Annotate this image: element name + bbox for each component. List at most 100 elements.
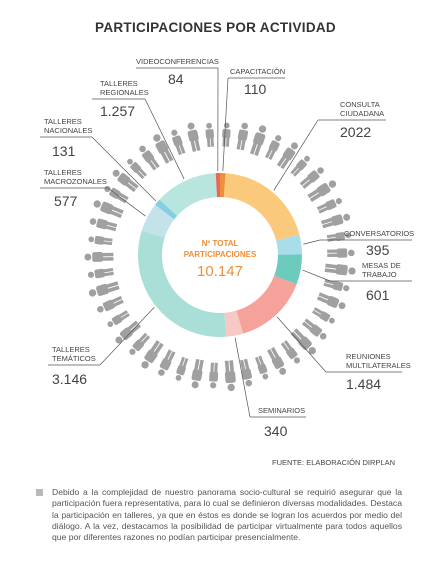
- label-text-regionales: TALLERES: [100, 79, 138, 88]
- donut-slices: [138, 173, 302, 337]
- value-mesas: 601: [366, 287, 390, 303]
- person-icon: [89, 218, 118, 232]
- label-text-reuniones: REUNIONES: [346, 352, 391, 361]
- person-icon: [276, 142, 298, 170]
- value-reuniones: 1.484: [346, 376, 381, 392]
- label-text-seminarios: SEMINARIOS: [258, 406, 305, 415]
- leader-lines: [40, 67, 412, 418]
- value-regionales: 1.257: [100, 103, 135, 119]
- donut-center: Nº TOTAL PARTICIPACIONES 10.147: [184, 239, 257, 280]
- slice-mesas: [274, 254, 302, 285]
- label-text-reuniones: MULTILATERALES: [346, 361, 411, 370]
- leader-reuniones: [276, 316, 327, 373]
- label-text-nacionales: NACIONALES: [44, 126, 92, 135]
- person-icon: [249, 125, 267, 156]
- person-icon: [158, 349, 176, 376]
- person-icon: [139, 145, 160, 171]
- label-text-videoconferencias: VIDEOCONFERENCIAS: [136, 57, 219, 66]
- person-icon: [321, 213, 351, 229]
- person-icon: [153, 134, 174, 164]
- leader-conversatorios: [303, 239, 321, 245]
- slice-regionales: [159, 173, 217, 216]
- person-icon: [88, 281, 120, 297]
- person-icon: [88, 236, 113, 246]
- person-icon: [299, 167, 324, 189]
- leader-tematicos: [99, 307, 155, 366]
- label-text-nacionales: TALLERES: [44, 117, 82, 126]
- person-icon: [265, 135, 282, 160]
- label-capacitacion: CAPACITACIÓN 110: [230, 67, 285, 97]
- slice-capacitacion: [220, 173, 226, 198]
- value-videoconferencias: 84: [168, 71, 184, 87]
- person-icon: [307, 180, 337, 203]
- value-conversatorios: 395: [366, 242, 390, 258]
- person-icon: [115, 320, 141, 344]
- label-text-consulta: CONSULTA: [340, 100, 380, 109]
- label-text-tematicos: TEMÁTICOS: [52, 354, 96, 363]
- value-nacionales: 131: [52, 143, 76, 159]
- label-text-tematicos: TALLERES: [52, 345, 90, 354]
- center-label-line2: PARTICIPACIONES: [184, 250, 257, 259]
- value-seminarios: 340: [264, 423, 288, 439]
- label-text-macrozonales: MACROZONALES: [44, 177, 107, 186]
- person-icon: [187, 122, 201, 152]
- label-text-macrozonales: TALLERES: [44, 168, 82, 177]
- leader-macrozonales: [107, 187, 146, 217]
- person-icon: [254, 355, 269, 380]
- center-label-line1: Nº TOTAL: [202, 239, 239, 248]
- person-icon: [327, 248, 355, 258]
- person-icon: [171, 129, 186, 156]
- label-text-conversatorios: CONVERSATORIOS: [344, 229, 414, 238]
- person-icon: [205, 122, 215, 148]
- leader-nacionales: [91, 136, 156, 202]
- label-text-mesas: TRABAJO: [362, 270, 397, 279]
- person-icon: [141, 340, 164, 369]
- label-text-capacitacion: CAPACITACIÓN: [230, 67, 285, 76]
- slice-conversatorios: [276, 234, 302, 255]
- leader-capacitacion: [222, 77, 229, 172]
- chart-title: PARTICIPACIONES POR ACTIVIDAD: [95, 20, 336, 35]
- person-icon: [112, 169, 139, 193]
- person-icon: [191, 358, 204, 389]
- person-icon: [87, 267, 114, 279]
- person-icon: [175, 356, 189, 381]
- person-icon: [84, 252, 114, 262]
- label-text-mesas: MESAS DE: [362, 261, 401, 270]
- label-videoconferencias: VIDEOCONFERENCIAS 84: [136, 57, 219, 87]
- person-icon: [97, 295, 124, 313]
- person-icon: [93, 200, 124, 219]
- label-seminarios: SEMINARIOS 340: [258, 406, 305, 439]
- person-icon: [236, 122, 249, 151]
- slice-seminarios: [224, 310, 244, 337]
- person-icon: [324, 263, 356, 276]
- person-icon: [127, 158, 147, 180]
- slice-videoconferencias: [215, 173, 220, 198]
- center-total: 10.147: [197, 263, 243, 280]
- people-ring: [84, 122, 356, 392]
- description-paragraph: Debido a la complejidad de nuestro panor…: [52, 487, 402, 543]
- person-icon: [107, 310, 130, 328]
- person-icon: [316, 292, 346, 310]
- leader-seminarios: [234, 337, 251, 418]
- person-icon: [316, 198, 342, 214]
- person-icon: [290, 328, 316, 355]
- value-consulta: 2022: [340, 124, 371, 140]
- leader-regionales: [144, 98, 185, 180]
- slice-nacionales: [155, 199, 178, 220]
- person-icon: [267, 346, 287, 375]
- slice-tematicos: [138, 230, 227, 337]
- person-icon: [239, 358, 253, 387]
- person-icon: [311, 307, 335, 324]
- leader-mesas: [302, 269, 331, 282]
- person-icon: [326, 232, 352, 242]
- label-text-consulta: CIUDADANA: [340, 109, 384, 118]
- note-bullet-icon: [36, 489, 43, 496]
